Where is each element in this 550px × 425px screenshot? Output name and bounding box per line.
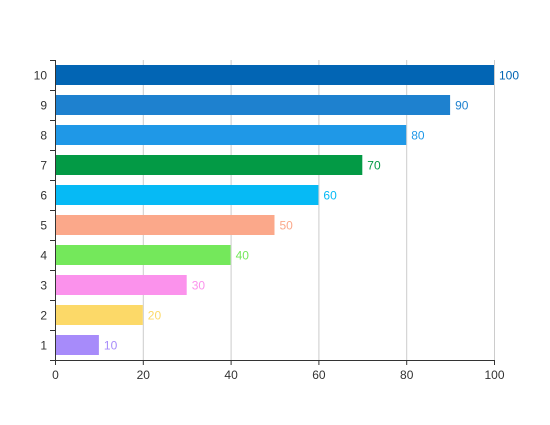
y-tick-label-4: 4	[40, 249, 47, 263]
y-tick-label-8: 8	[40, 129, 47, 143]
bar-10	[56, 65, 494, 85]
data-label-5: 50	[280, 219, 294, 233]
bar-3	[56, 275, 187, 295]
y-tick-label-6: 6	[40, 189, 47, 203]
bar-9	[56, 95, 451, 115]
data-label-4: 40	[236, 249, 250, 263]
data-label-2: 20	[148, 309, 162, 323]
data-label-3: 30	[192, 279, 206, 293]
data-label-8: 80	[411, 129, 425, 143]
y-tick-label-10: 10	[34, 69, 48, 83]
bar-4	[56, 245, 231, 265]
bar-7	[56, 155, 363, 175]
data-label-9: 90	[455, 99, 469, 113]
bar-2	[56, 305, 143, 325]
data-labels: 10 20 30 40 50 60 70 80 90 100	[104, 69, 519, 353]
y-tick-label-3: 3	[40, 279, 47, 293]
bar-6	[56, 185, 319, 205]
bar-5	[56, 215, 275, 235]
x-tick-label-40: 40	[224, 368, 238, 382]
bar-1	[56, 335, 99, 355]
y-tick-label-5: 5	[40, 219, 47, 233]
x-tick-label-20: 20	[137, 368, 151, 382]
data-label-10: 100	[499, 69, 519, 83]
y-tick-label-2: 2	[40, 309, 47, 323]
bars	[56, 65, 494, 355]
data-label-1: 10	[104, 339, 118, 353]
x-tick-label-60: 60	[312, 368, 326, 382]
y-tick-label-9: 9	[40, 99, 47, 113]
data-label-7: 70	[367, 159, 381, 173]
y-tick-label-1: 1	[40, 339, 47, 353]
x-tick-label-0: 0	[52, 368, 59, 382]
bar-8	[56, 125, 407, 145]
x-tick-label-100: 100	[484, 368, 504, 382]
data-label-6: 60	[323, 189, 337, 203]
y-tick-label-7: 7	[40, 159, 47, 173]
x-tick-label-80: 80	[400, 368, 414, 382]
